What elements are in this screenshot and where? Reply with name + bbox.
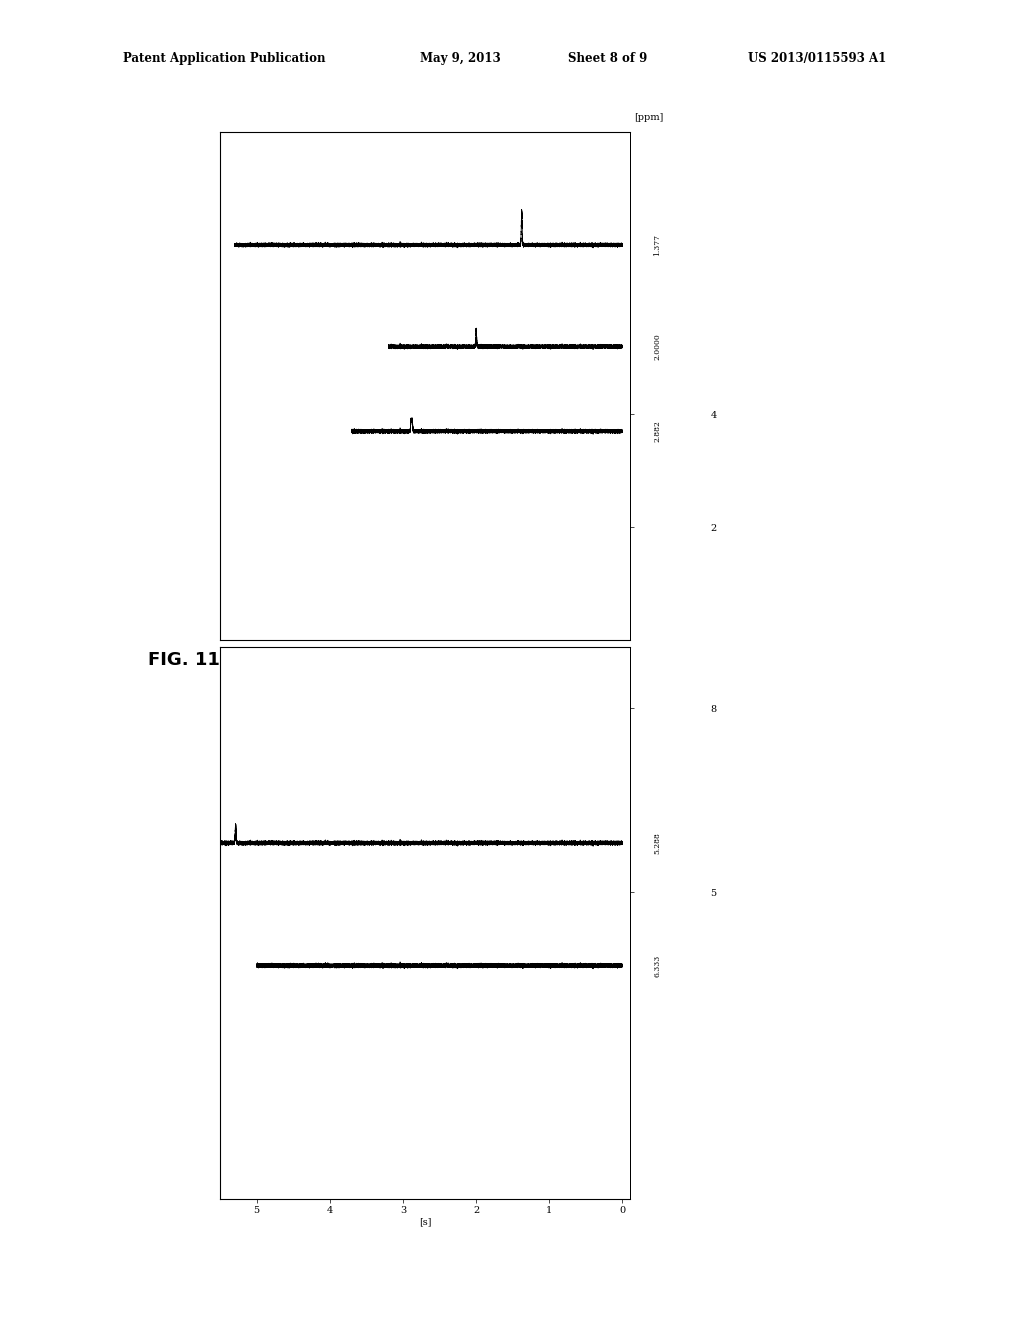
Text: [ppm]: [ppm] <box>634 112 664 121</box>
Text: FIG. 11: FIG. 11 <box>148 651 220 669</box>
Text: 1.377: 1.377 <box>653 234 662 256</box>
Text: 5.288: 5.288 <box>653 832 662 854</box>
Text: US 2013/0115593 A1: US 2013/0115593 A1 <box>748 51 886 65</box>
Text: 2.0000: 2.0000 <box>653 333 662 360</box>
Text: 2.882: 2.882 <box>653 420 662 442</box>
Text: May 9, 2013: May 9, 2013 <box>420 51 501 65</box>
Text: 6.333: 6.333 <box>653 954 662 977</box>
Text: Sheet 8 of 9: Sheet 8 of 9 <box>568 51 647 65</box>
X-axis label: [s]: [s] <box>419 1217 431 1226</box>
Text: Patent Application Publication: Patent Application Publication <box>123 51 326 65</box>
